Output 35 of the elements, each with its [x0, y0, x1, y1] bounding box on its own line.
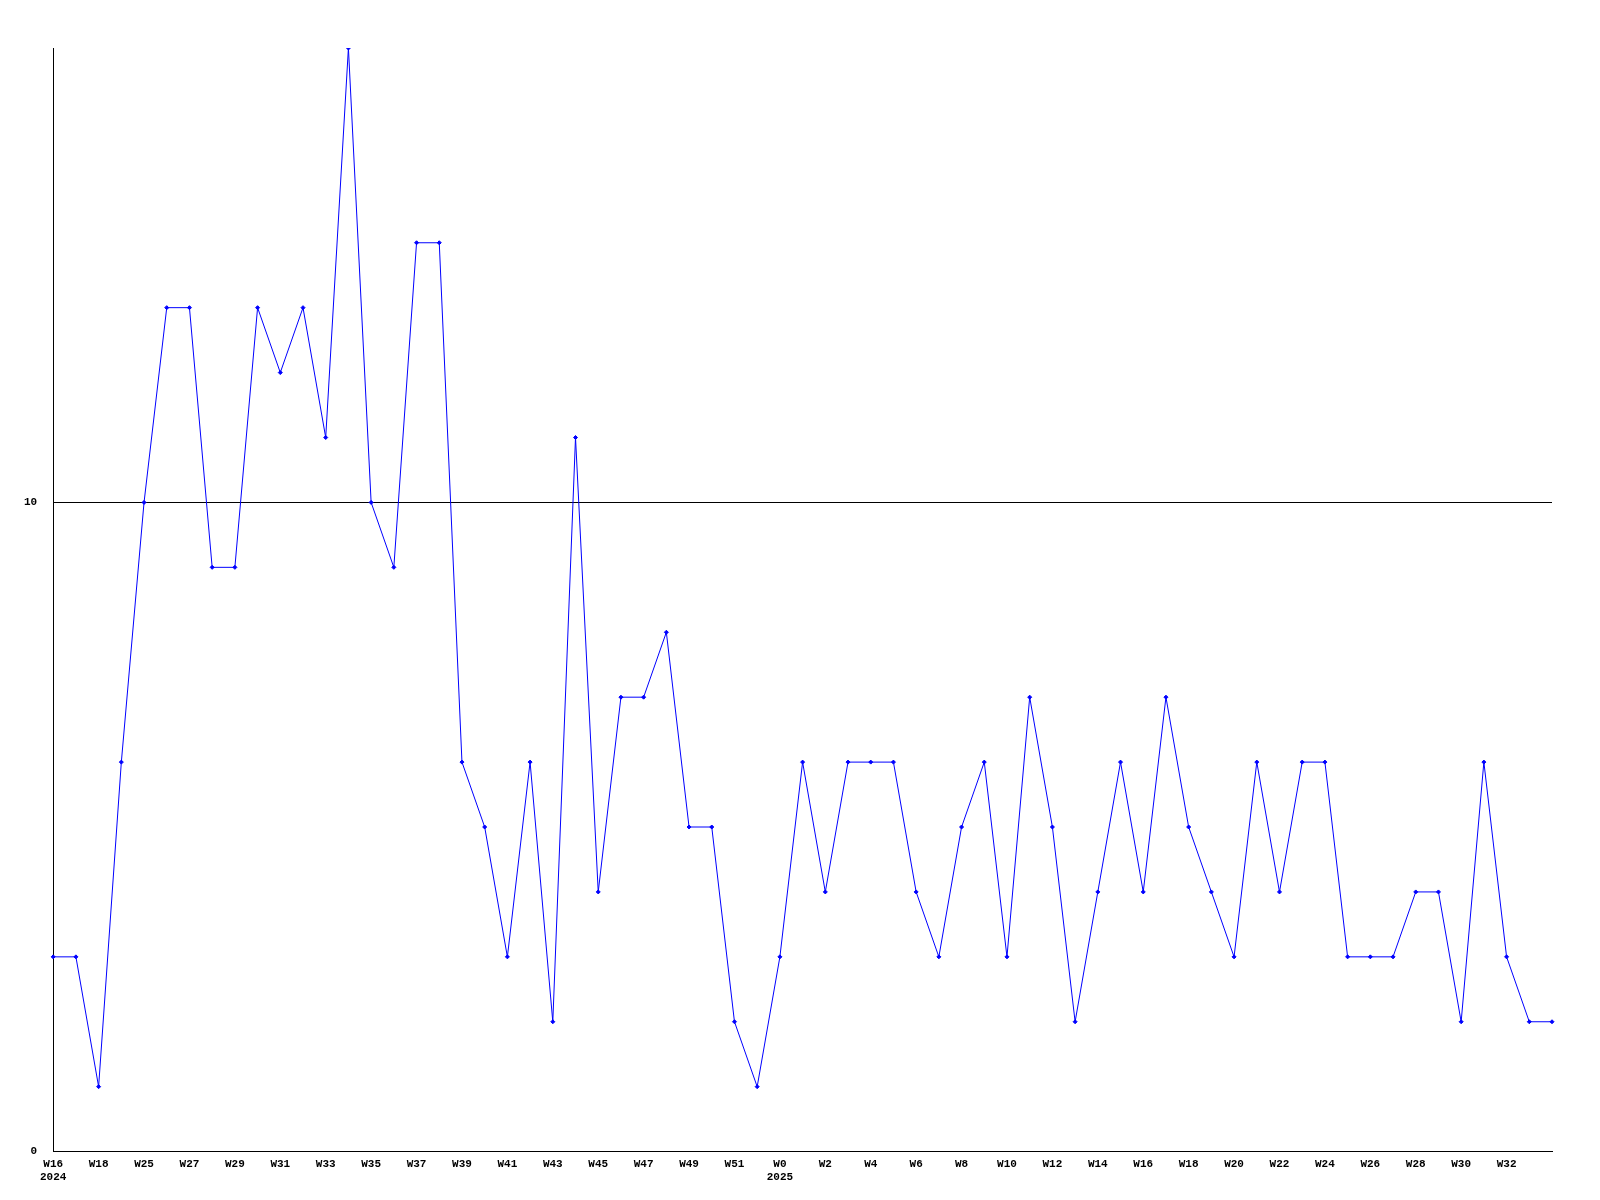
x-tick-label: W20	[1224, 1157, 1244, 1170]
x-tick-label: W6	[909, 1157, 923, 1170]
x-tick-label: W35	[361, 1157, 382, 1170]
x-tick-label: W51	[724, 1157, 745, 1170]
x-tick-label: W24	[1315, 1157, 1336, 1170]
x-tick-label: W18	[88, 1157, 109, 1170]
x-tick-label: W45	[588, 1157, 609, 1170]
x-tick-label: W4	[864, 1157, 878, 1170]
x-tick-label: W25	[134, 1157, 155, 1170]
y-tick-label: 10	[24, 496, 38, 509]
x-tick-label: W32	[1496, 1157, 1517, 1170]
x-tick-label: W31	[270, 1157, 291, 1170]
x-tick-label: W26	[1360, 1157, 1381, 1170]
x-tick-label: W39	[452, 1157, 472, 1170]
x-tick-label: W43	[542, 1157, 564, 1170]
x-tick-label: W10	[997, 1157, 1017, 1170]
x-tick-label: W12	[1042, 1157, 1063, 1170]
x-tick-label: W14	[1087, 1157, 1109, 1170]
x-tick-label: W30	[1451, 1157, 1472, 1170]
x-tick-label: W33	[315, 1157, 337, 1170]
x-tick-label: W29	[224, 1157, 245, 1170]
x-tick-label: W0 2025	[766, 1157, 794, 1184]
x-tick-label: W16 2024	[40, 1157, 67, 1184]
y-tick-label: 0	[30, 1145, 38, 1158]
x-tick-label: W47	[633, 1157, 654, 1170]
x-tick-label: W37	[406, 1157, 427, 1170]
x-tick-label: W8	[954, 1157, 969, 1170]
x-tick-label: W22	[1269, 1157, 1290, 1170]
x-tick-label: W27	[179, 1157, 200, 1170]
x-tick-label: W18	[1178, 1157, 1199, 1170]
x-tick-label: W41	[497, 1157, 518, 1170]
x-tick-label: W49	[679, 1157, 699, 1170]
x-tick-label: W2	[818, 1157, 832, 1170]
x-tick-label: W16	[1133, 1157, 1154, 1170]
x-tick-label: W28	[1405, 1157, 1427, 1170]
